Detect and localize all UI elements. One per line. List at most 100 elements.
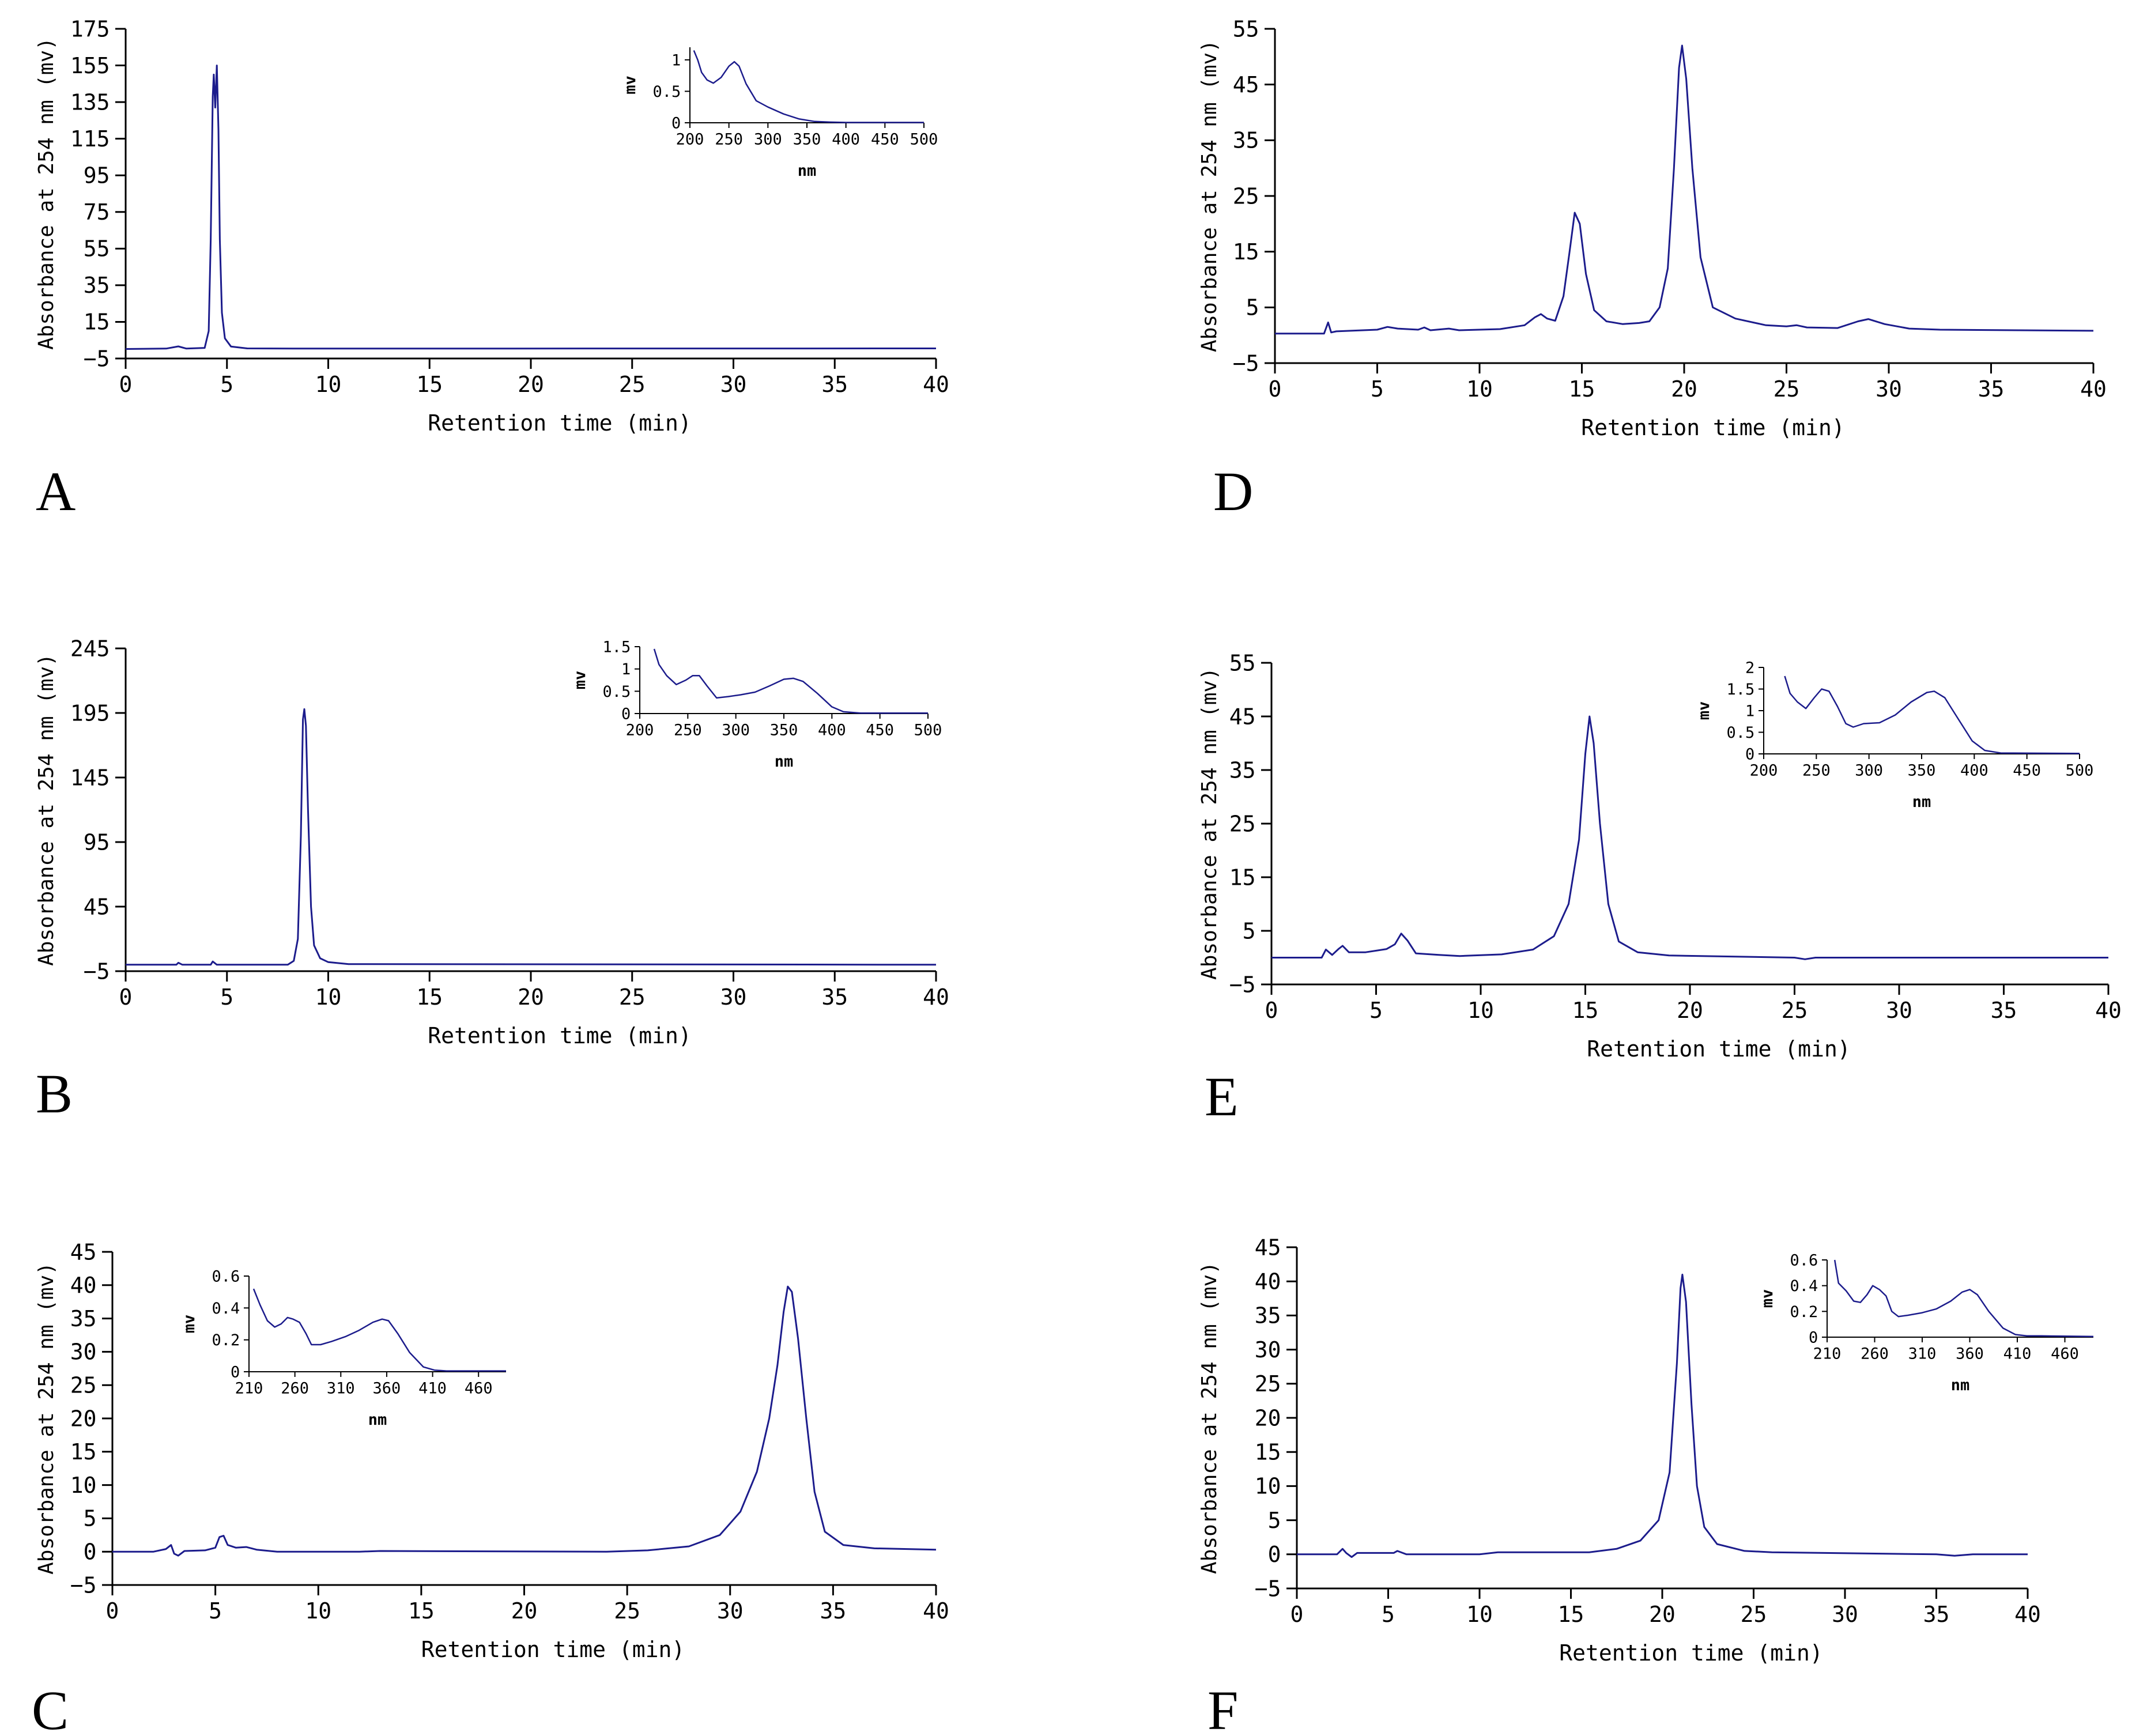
inset-x-tick-label: 200: [1750, 761, 1778, 779]
inset-x-tick-label: 310: [1908, 1345, 1937, 1363]
uv-spectrum-inset: 210 260 310 360 410 460 0 0.2 0.4 0.6 nm mv: [180, 1267, 506, 1429]
y-tick-label: 245: [70, 636, 110, 661]
uv-spectrum-inset: 210 260 310 360 410 460 0 0.2 0.4 0.6 nm mv: [1759, 1251, 2094, 1394]
x-tick-label: 30: [1876, 376, 1902, 402]
inset-x-tick-label: 410: [418, 1379, 447, 1397]
inset-spectrum-trace: [1784, 675, 2080, 754]
x-tick-label: 5: [220, 984, 233, 1010]
x-tick-label: 35: [820, 1598, 846, 1624]
x-tick-label: 20: [511, 1598, 538, 1624]
inset-x-tick-label: 200: [676, 130, 704, 148]
x-tick-label: 35: [821, 372, 848, 397]
y-tick-label: 35: [1233, 128, 1259, 153]
y-axis-label: Absorbance at 254 nm (mv): [35, 1262, 58, 1575]
x-tick-label: 35: [1923, 1602, 1950, 1627]
x-tick-label: 5: [1382, 1602, 1395, 1627]
inset-y-tick-label: 0.4: [1790, 1277, 1818, 1295]
x-axis-label: Retention time (min): [1581, 415, 1845, 440]
inset-spectrum-trace: [653, 648, 928, 714]
x-tick-label: 30: [720, 984, 747, 1010]
inset-x-tick-label: 300: [754, 130, 782, 148]
panel-letter: D: [1213, 461, 1253, 522]
inset-y-axis-label: mv: [1759, 1289, 1776, 1308]
x-tick-label: 0: [106, 1598, 119, 1624]
inset-x-tick-label: 250: [715, 130, 743, 148]
inset-x-tick-label: 350: [770, 721, 798, 739]
inset-x-tick-label: 200: [626, 721, 654, 739]
inset-x-tick-label: 400: [818, 721, 846, 739]
y-tick-label: 45: [1233, 72, 1259, 97]
y-tick-label: −5: [1233, 350, 1259, 376]
x-tick-label: 10: [305, 1598, 331, 1624]
x-tick-label: 15: [408, 1598, 435, 1624]
inset-y-axis-label: mv: [180, 1315, 198, 1334]
y-tick-label: 15: [70, 1439, 97, 1465]
y-tick-label: −5: [84, 958, 110, 984]
x-tick-label: 40: [923, 372, 949, 397]
panel-letter: E: [1205, 1066, 1239, 1127]
uv-spectrum-inset: 200 250 300 350 400 450 500 0 0.5 1 1.5 2 nm mv: [1695, 659, 2093, 811]
inset-x-tick-label: 350: [1908, 761, 1936, 779]
x-tick-label: 5: [1369, 998, 1383, 1023]
x-tick-label: 25: [614, 1598, 640, 1624]
x-tick-label: 5: [220, 372, 233, 397]
chart-panel-f: 0 5 10 15 20 25 30 35 40 −5 0 5 10 15 20 25 30 35 40 45 Rete…: [1198, 1235, 2094, 1736]
chart-panel-a: 0 5 10 15 20 25 30 35 40−51535557595115135155175…: [35, 16, 949, 522]
chromatogram-trace: [1275, 44, 2094, 335]
inset-y-axis-label: mv: [1695, 701, 1713, 720]
inset-x-tick-label: 450: [866, 721, 894, 739]
inset-x-tick-label: 500: [910, 130, 938, 148]
inset-y-tick-label: 0.6: [1790, 1251, 1818, 1269]
inset-x-tick-label: 360: [373, 1379, 401, 1397]
y-tick-label: 25: [1229, 811, 1256, 836]
y-tick-label: −5: [70, 1572, 97, 1598]
x-axis-label: Retention time (min): [421, 1637, 685, 1662]
y-tick-label: 5: [84, 1506, 97, 1531]
y-tick-label: 40: [70, 1273, 97, 1298]
chromatogram-trace: [126, 708, 937, 966]
y-tick-label: 5: [1243, 918, 1256, 944]
x-axis-label: Retention time (min): [1587, 1036, 1851, 1062]
x-tick-label: 20: [1671, 376, 1697, 402]
y-tick-label: 95: [84, 829, 110, 855]
y-tick-label: 55: [1233, 16, 1259, 41]
inset-spectrum-trace: [252, 1288, 506, 1372]
inset-x-tick-label: 360: [1956, 1345, 1984, 1363]
inset-x-tick-label: 260: [281, 1379, 309, 1397]
y-tick-label: 115: [70, 126, 110, 152]
y-axis-label: Absorbance at 254 nm (mv): [35, 654, 58, 966]
inset-y-tick-label: 0: [1745, 745, 1754, 763]
y-tick-label: 0: [1268, 1542, 1281, 1567]
inset-x-axis-label: nm: [368, 1411, 387, 1429]
x-tick-label: 20: [518, 372, 544, 397]
uv-spectrum-inset: 200 250 300 350 400 450 500 0 0.5 1 nm mv: [621, 47, 938, 180]
y-tick-label: 35: [84, 273, 110, 298]
inset-x-tick-label: 450: [2013, 761, 2041, 779]
x-tick-label: 10: [1467, 998, 1494, 1023]
y-tick-label: 10: [1255, 1474, 1281, 1499]
x-tick-label: 40: [923, 984, 949, 1010]
x-tick-label: 40: [2014, 1602, 2041, 1627]
y-tick-label: 55: [1229, 650, 1256, 675]
panel-letter: B: [36, 1063, 73, 1124]
inset-y-tick-label: 0: [621, 705, 631, 723]
x-tick-label: 25: [1782, 998, 1808, 1023]
y-tick-label: 5: [1246, 295, 1259, 320]
y-tick-label: 55: [84, 236, 110, 262]
x-tick-label: 0: [119, 984, 133, 1010]
inset-x-tick-label: 410: [2003, 1345, 2032, 1363]
x-tick-label: 10: [1466, 376, 1493, 402]
x-tick-label: 30: [1886, 998, 1912, 1023]
inset-y-tick-label: 0.5: [602, 683, 631, 701]
x-tick-label: 15: [416, 372, 443, 397]
y-tick-label: 5: [1268, 1508, 1281, 1533]
y-tick-label: 15: [1233, 239, 1259, 265]
inset-y-tick-label: 0.2: [212, 1331, 240, 1349]
y-tick-label: −5: [1229, 972, 1256, 997]
y-tick-label: 35: [1255, 1303, 1281, 1329]
inset-y-tick-label: 0.6: [212, 1267, 240, 1285]
uv-spectrum-inset: 200 250 300 350 400 450 500 0 0.5 1 1.5 nm mv: [571, 638, 942, 771]
y-tick-label: 15: [1255, 1440, 1281, 1465]
x-tick-label: 40: [923, 1598, 949, 1624]
inset-spectrum-trace: [693, 50, 924, 123]
